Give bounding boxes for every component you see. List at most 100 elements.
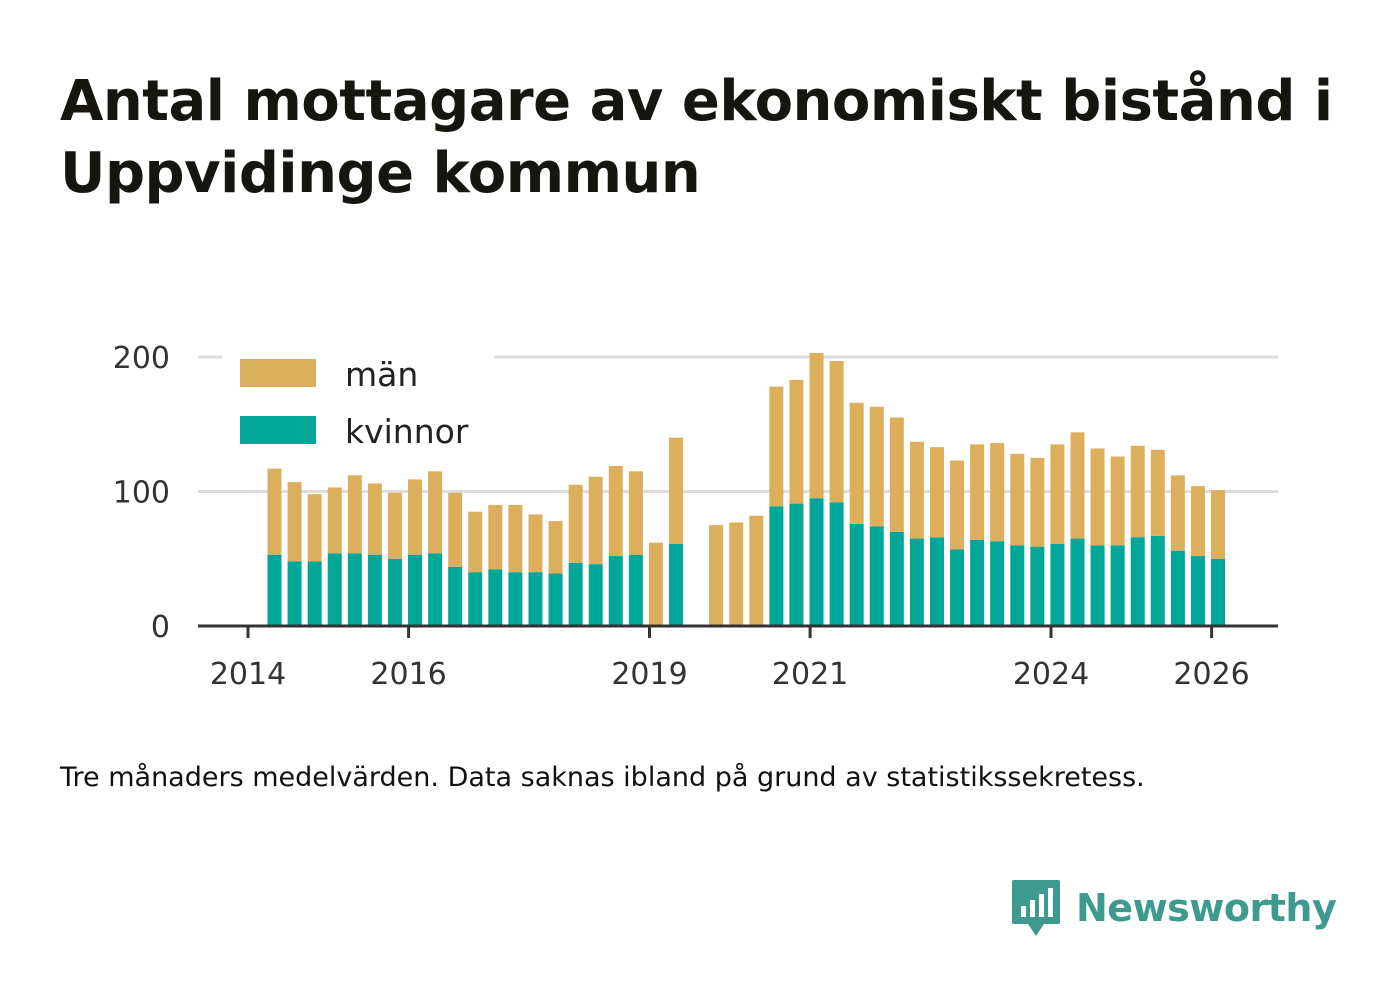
bar-man bbox=[929, 447, 944, 538]
bar-kvinnor bbox=[347, 553, 362, 626]
bar-man bbox=[829, 361, 844, 503]
bar-kvinnor bbox=[568, 562, 583, 626]
bar-man bbox=[749, 515, 764, 626]
bar-man bbox=[1110, 456, 1125, 546]
bar-kvinnor bbox=[267, 554, 282, 626]
bar-kvinnor bbox=[367, 554, 382, 626]
bar-man bbox=[1050, 444, 1065, 544]
bar-man bbox=[528, 514, 543, 573]
x-tick-label: 2026 bbox=[1173, 657, 1249, 692]
bar-kvinnor bbox=[849, 523, 864, 626]
bar-man bbox=[1130, 445, 1145, 538]
bar-man bbox=[608, 465, 623, 557]
x-tick-label: 2021 bbox=[772, 657, 848, 692]
bar-kvinnor bbox=[508, 572, 523, 626]
bar-man bbox=[548, 521, 563, 574]
bar-man bbox=[508, 504, 523, 573]
bar-kvinnor bbox=[829, 502, 844, 626]
legend-label-men: män bbox=[345, 355, 418, 394]
bar-kvinnor bbox=[1190, 556, 1205, 626]
legend-swatch-men bbox=[240, 359, 316, 387]
bar-man bbox=[408, 479, 423, 555]
bar-kvinnor bbox=[990, 541, 1005, 626]
bar-man bbox=[488, 504, 503, 570]
bar-kvinnor bbox=[488, 569, 503, 626]
bar-man bbox=[307, 494, 322, 562]
bar-kvinnor bbox=[970, 539, 985, 626]
bar-kvinnor bbox=[1050, 543, 1065, 626]
bar-man bbox=[869, 406, 884, 527]
bar-kvinnor bbox=[588, 564, 603, 626]
bars bbox=[267, 352, 1226, 626]
x-tick-label: 2016 bbox=[370, 657, 446, 692]
footnote: Tre månaders medelvärden. Data saknas ib… bbox=[60, 762, 1145, 793]
bar-kvinnor bbox=[528, 572, 543, 626]
bar-kvinnor bbox=[1211, 558, 1226, 626]
bar-kvinnor bbox=[468, 572, 483, 626]
bar-man bbox=[448, 492, 463, 567]
bar-man bbox=[327, 487, 342, 554]
bar-kvinnor bbox=[408, 554, 423, 626]
bar-kvinnor bbox=[1130, 537, 1145, 626]
bar-man bbox=[769, 386, 784, 507]
bar-man bbox=[709, 525, 724, 626]
y-tick-label: 100 bbox=[113, 476, 170, 511]
bar-kvinnor bbox=[869, 526, 884, 626]
bar-man bbox=[648, 542, 663, 626]
bar-kvinnor bbox=[950, 549, 965, 626]
bar-kvinnor bbox=[809, 498, 824, 626]
bar-kvinnor bbox=[1030, 546, 1045, 626]
bar-man bbox=[428, 471, 443, 554]
bar-man bbox=[729, 522, 744, 626]
bar-man bbox=[789, 379, 804, 504]
bar-kvinnor bbox=[929, 537, 944, 626]
bar-man bbox=[1070, 432, 1085, 539]
bar-kvinnor bbox=[1110, 545, 1125, 626]
bar-kvinnor bbox=[668, 543, 683, 626]
bar-man bbox=[568, 484, 583, 563]
bar-man bbox=[287, 482, 302, 562]
bar-kvinnor bbox=[327, 553, 342, 626]
bar-man bbox=[588, 476, 603, 565]
brand-name: Newsworthy bbox=[1076, 886, 1337, 930]
bar-man bbox=[628, 471, 643, 555]
bar-man bbox=[1170, 475, 1185, 551]
legend-swatch-women bbox=[240, 416, 316, 444]
chart-title: Antal mottagare av ekonomiskt bistånd i … bbox=[60, 69, 1333, 206]
bar-man bbox=[468, 511, 483, 573]
bar-kvinnor bbox=[1070, 538, 1085, 626]
bar-man bbox=[367, 483, 382, 555]
bar-kvinnor bbox=[287, 561, 302, 626]
legend: män kvinnor bbox=[222, 352, 494, 462]
bar-kvinnor bbox=[1090, 545, 1105, 626]
axes: 0 100 200 2014 2016 2019 2021 2024 2026 bbox=[113, 341, 1278, 692]
y-tick-label: 200 bbox=[113, 341, 170, 376]
bar-man bbox=[849, 402, 864, 524]
brand-logo[interactable]: Newsworthy bbox=[1010, 878, 1337, 938]
bar-man bbox=[267, 468, 282, 555]
bar-kvinnor bbox=[1150, 535, 1165, 626]
y-tick-label: 0 bbox=[151, 610, 170, 645]
bar-man bbox=[1090, 448, 1105, 546]
bar-kvinnor bbox=[448, 566, 463, 626]
bar-man bbox=[387, 492, 402, 559]
bar-man bbox=[1211, 490, 1226, 559]
bar-kvinnor bbox=[1010, 545, 1025, 626]
bar-man bbox=[990, 443, 1005, 542]
bar-man bbox=[970, 444, 985, 540]
bar-kvinnor bbox=[889, 531, 904, 626]
bar-kvinnor bbox=[428, 553, 443, 626]
bar-kvinnor bbox=[548, 573, 563, 626]
bar-man bbox=[668, 437, 683, 544]
bar-kvinnor bbox=[608, 556, 623, 626]
bar-man bbox=[809, 352, 824, 499]
x-tick-label: 2014 bbox=[210, 657, 286, 692]
bar-man bbox=[1190, 486, 1205, 557]
x-tick-label: 2019 bbox=[611, 657, 687, 692]
bar-man bbox=[889, 417, 904, 532]
bar-kvinnor bbox=[909, 538, 924, 626]
bar-kvinnor bbox=[789, 503, 804, 626]
bar-man bbox=[1150, 449, 1165, 536]
legend-label-women: kvinnor bbox=[345, 412, 469, 451]
